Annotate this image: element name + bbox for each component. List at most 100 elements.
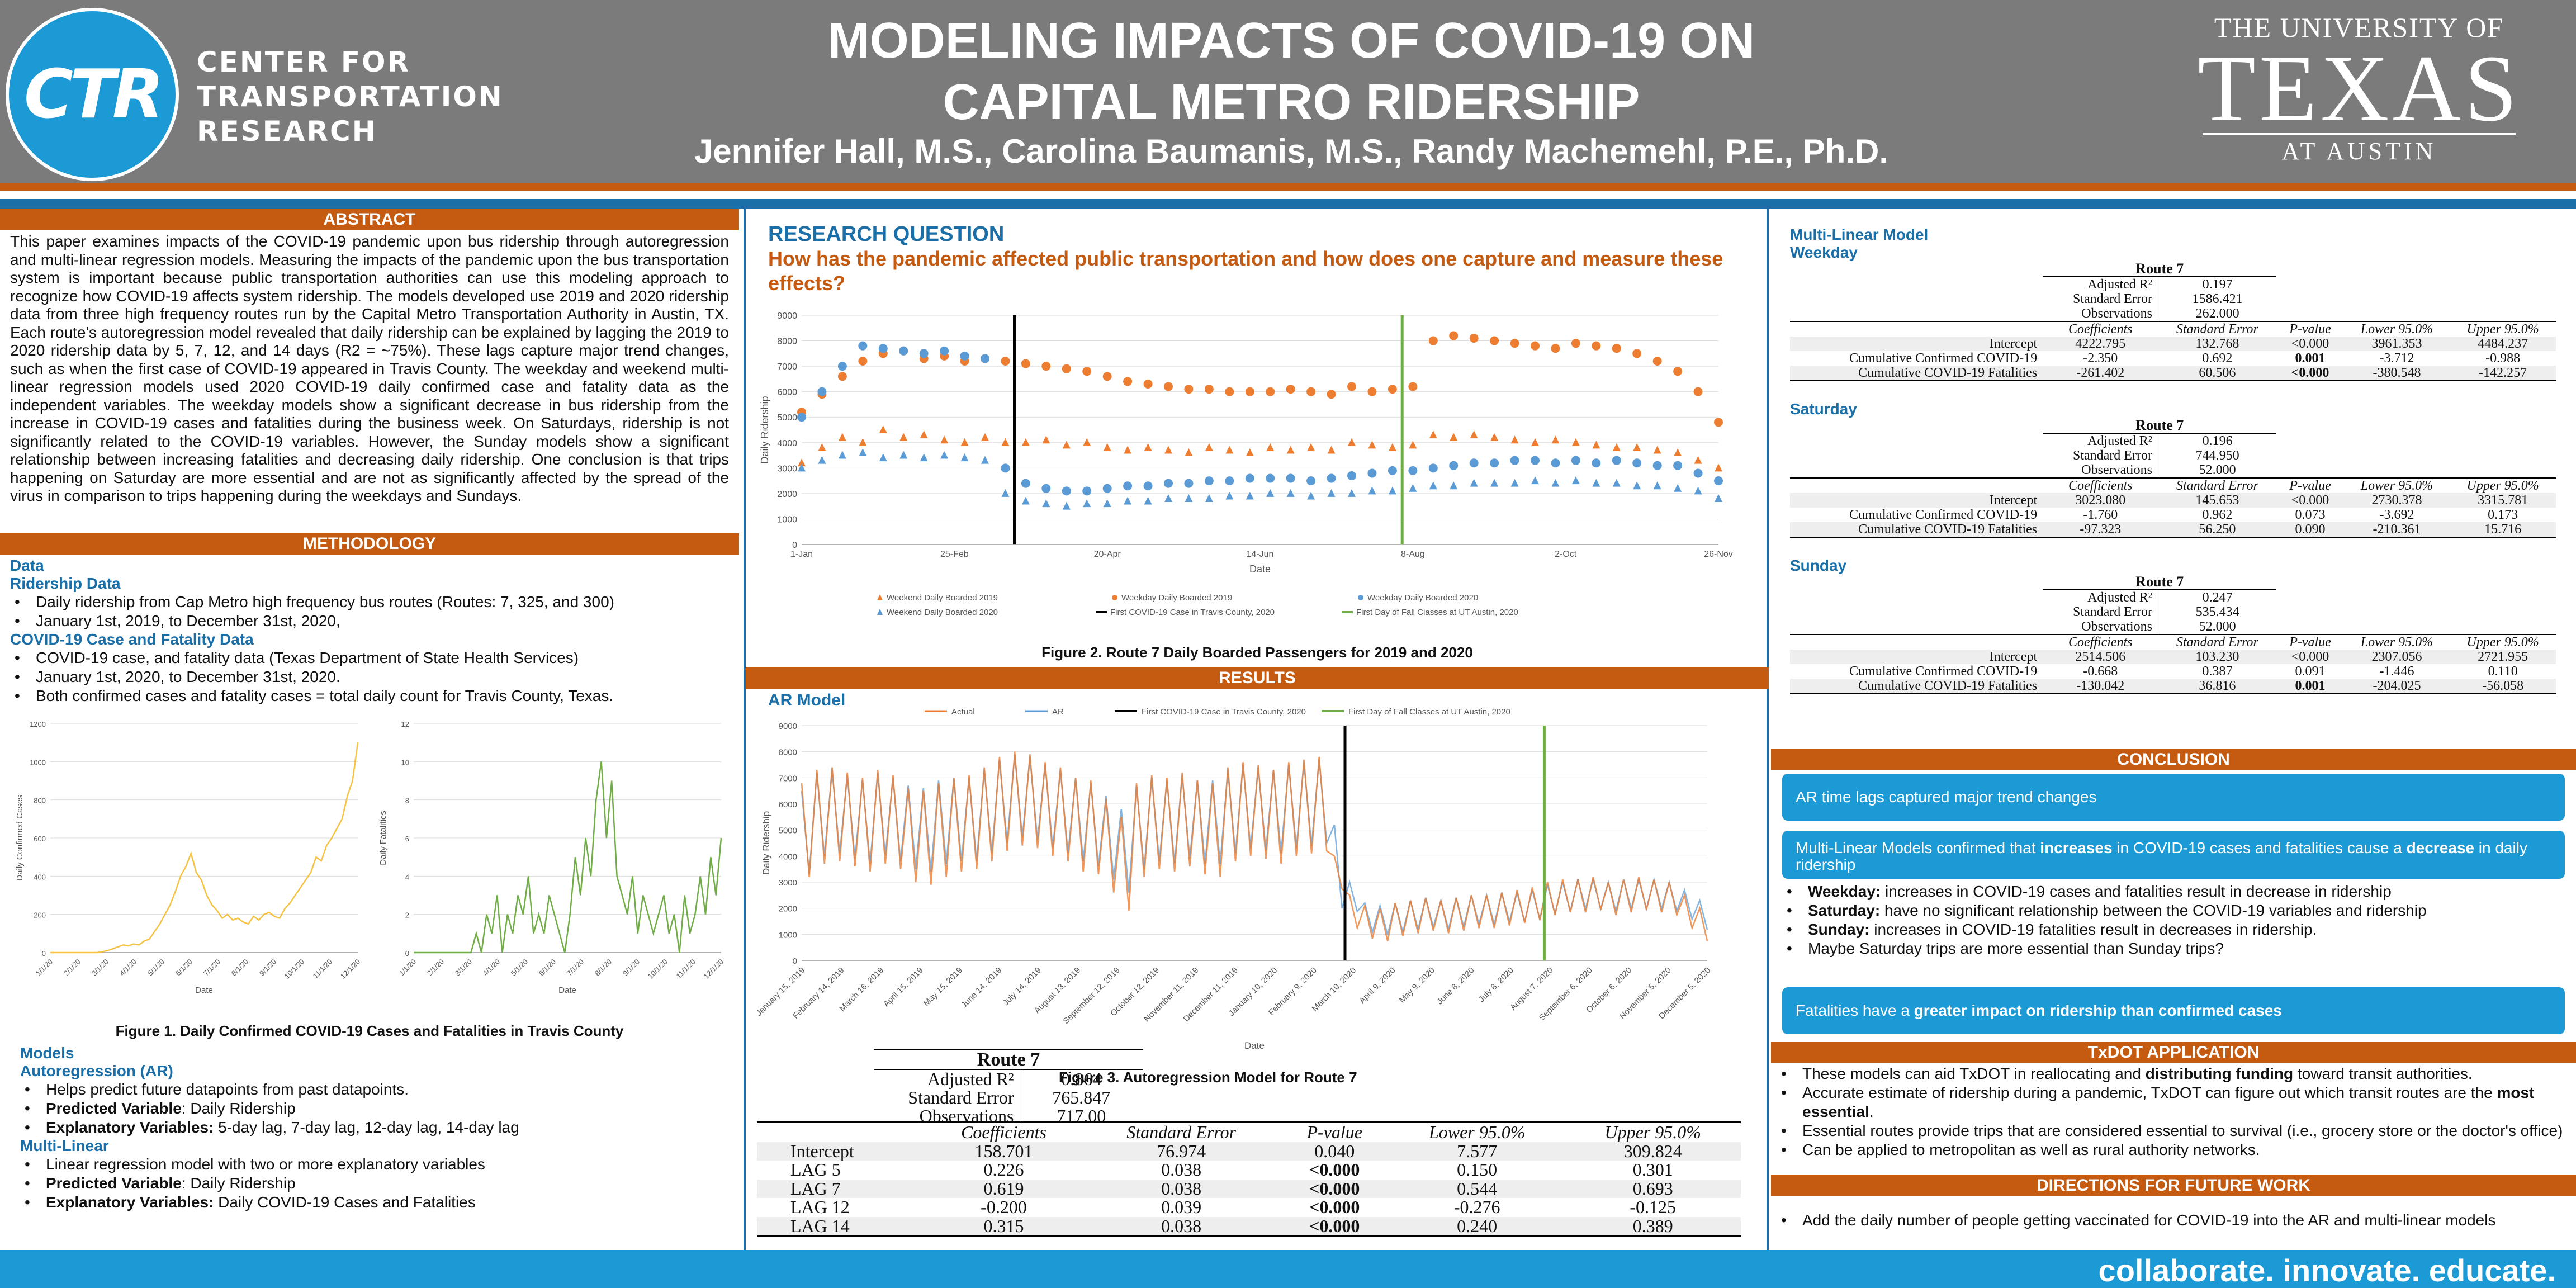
header: CTR CENTER FOR TRANSPORTATION RESEARCH M… <box>0 0 2576 191</box>
conclusion-box-fatalities: Fatalities have a greater impact on ride… <box>1782 987 2565 1034</box>
ar-label: Autoregression (AR) <box>20 1062 173 1079</box>
table-title: Route 7 <box>874 1049 1143 1070</box>
y-tick-label: 3000 <box>779 878 797 888</box>
table-row: Intercept 3023.080 145.653 <0.000 2730.378 33… <box>1790 493 2556 508</box>
y-tick-label: 200 <box>34 911 46 920</box>
data-point <box>1510 339 1519 348</box>
y-tick-label: 0 <box>405 949 409 958</box>
data-point <box>899 346 908 356</box>
data-point <box>1531 438 1539 446</box>
data-point <box>1286 385 1295 394</box>
figure-1-fatalities-chart: 0 2 4 6 8 10 12 1/1/20 2/1/20 3/1/20 4/1/20 5/1/20 6… <box>378 720 725 995</box>
authors: Jennifer Hall, M.S., Carolina Baumanis, … <box>694 132 1889 170</box>
data-point <box>1715 463 1722 472</box>
data-point <box>1001 489 1010 497</box>
data-point <box>1184 385 1194 394</box>
footer: collaborate. innovate. educate. <box>0 1250 2576 1288</box>
table-row: Observations 52.000 <box>1790 619 2556 634</box>
research-question: How has the pandemic affected public tra… <box>768 247 1723 295</box>
data-point <box>879 425 887 433</box>
x-axis-label: Date <box>1244 1040 1265 1051</box>
y-tick-label: 0 <box>793 956 797 966</box>
models-block: Models Autoregression (AR) Helps predict… <box>20 1044 736 1212</box>
list-item: Explanatory Variables: Daily COVID-19 Ca… <box>20 1193 736 1212</box>
data-point <box>1673 461 1683 470</box>
x-tick-label: 9/1/20 <box>621 957 641 977</box>
x-tick-label: 25-Feb <box>940 550 969 559</box>
data-point <box>818 456 826 464</box>
y-tick-label: 3000 <box>777 464 797 473</box>
data-point <box>960 438 969 446</box>
multilinear-table: Route 7 Adjusted R² 0.196 Standard Error 744… <box>1790 418 2556 538</box>
data-point <box>1062 501 1071 510</box>
legend-label: First COVID-19 Case in Travis County, 20… <box>1110 608 1275 617</box>
data-point <box>1143 380 1153 389</box>
list-item: Explanatory Variables: 5-day lag, 7-day … <box>20 1118 736 1137</box>
ctr-logo-text: CTR <box>23 55 164 134</box>
table-row: LAG 7 0.619 0.038 <0.000 0.544 0.693 <box>757 1179 1741 1198</box>
data-point <box>1632 458 1642 468</box>
data-point <box>1714 476 1723 486</box>
data-point <box>1449 331 1459 340</box>
data-point <box>960 351 969 361</box>
figure-2-caption: Figure 2. Route 7 Daily Boarded Passenge… <box>1041 644 1473 661</box>
table-title: Route 7 <box>2043 418 2277 434</box>
y-axis-label: Daily Confirmed Cases <box>15 795 25 880</box>
data-point <box>1164 382 1173 391</box>
legend-label: Weekend Daily Boarded 2020 <box>887 608 998 617</box>
y-axis-label: Daily Ridership <box>761 811 771 875</box>
data-point <box>1245 387 1254 396</box>
data-point <box>1266 473 1275 483</box>
data-point <box>1368 486 1376 495</box>
x-tick-label: 4/1/20 <box>118 957 138 977</box>
data-point <box>1510 479 1519 487</box>
y-tick-label: 0 <box>792 541 797 550</box>
y-tick-label: 12 <box>401 720 409 728</box>
data-point <box>1225 387 1234 396</box>
x-tick-label: 10/1/20 <box>646 957 669 980</box>
data-point <box>838 433 846 441</box>
list-item: Predicted Variable: Daily Ridership <box>20 1099 736 1118</box>
data-point <box>1225 446 1234 454</box>
list-item: These models can aid TxDOT in reallocati… <box>1777 1064 2565 1083</box>
data-point <box>1021 496 1030 505</box>
data-point <box>1693 387 1703 396</box>
data-point <box>1531 476 1539 485</box>
data-point <box>1083 438 1091 446</box>
table-row: Observations 52.000 <box>1790 463 2556 478</box>
data-point <box>1592 341 1601 351</box>
conclusion-box-ar: AR time lags captured major trend change… <box>1782 774 2565 821</box>
data-point <box>1510 435 1519 444</box>
x-tick-label: 20-Apr <box>1094 550 1121 559</box>
data-point <box>1592 479 1600 487</box>
x-tick-label: 1-Jan <box>790 550 813 559</box>
x-tick-label: 11/1/20 <box>311 957 334 980</box>
table-row: Intercept 158.701 76.974 0.040 7.577 309.824 <box>757 1142 1741 1161</box>
x-tick-label: 9/1/20 <box>258 957 278 977</box>
x-tick-label: 8-Aug <box>1401 550 1425 559</box>
data-point <box>1102 484 1112 493</box>
table-row: Cumulative COVID-19 Fatalities -97.323 56.… <box>1790 522 2556 537</box>
data-point <box>1490 433 1499 441</box>
data-point <box>1531 456 1540 465</box>
data-point <box>817 387 827 396</box>
data-point <box>1388 486 1396 495</box>
data-point <box>1164 479 1173 488</box>
data-point <box>1347 471 1356 480</box>
data-point <box>1327 489 1336 497</box>
x-tick-label: 5/1/20 <box>509 957 529 977</box>
data-label: Data <box>10 557 44 574</box>
data-point <box>919 349 929 358</box>
legend-label: Weekend Daily Boarded 2019 <box>887 593 998 603</box>
data-point <box>1715 494 1722 502</box>
data-point <box>1286 473 1295 483</box>
data-point <box>1612 456 1621 465</box>
x-tick-label: 7/1/20 <box>565 957 585 977</box>
data-point <box>1633 481 1641 490</box>
data-point <box>1531 341 1540 351</box>
x-tick-label: 2/1/20 <box>425 957 446 977</box>
list-item: Can be applied to metropolitan as well a… <box>1777 1140 2565 1159</box>
list-item: Essential routes provide trips that are … <box>1777 1121 2565 1140</box>
data-point <box>1571 456 1580 465</box>
data-point <box>1246 448 1254 456</box>
